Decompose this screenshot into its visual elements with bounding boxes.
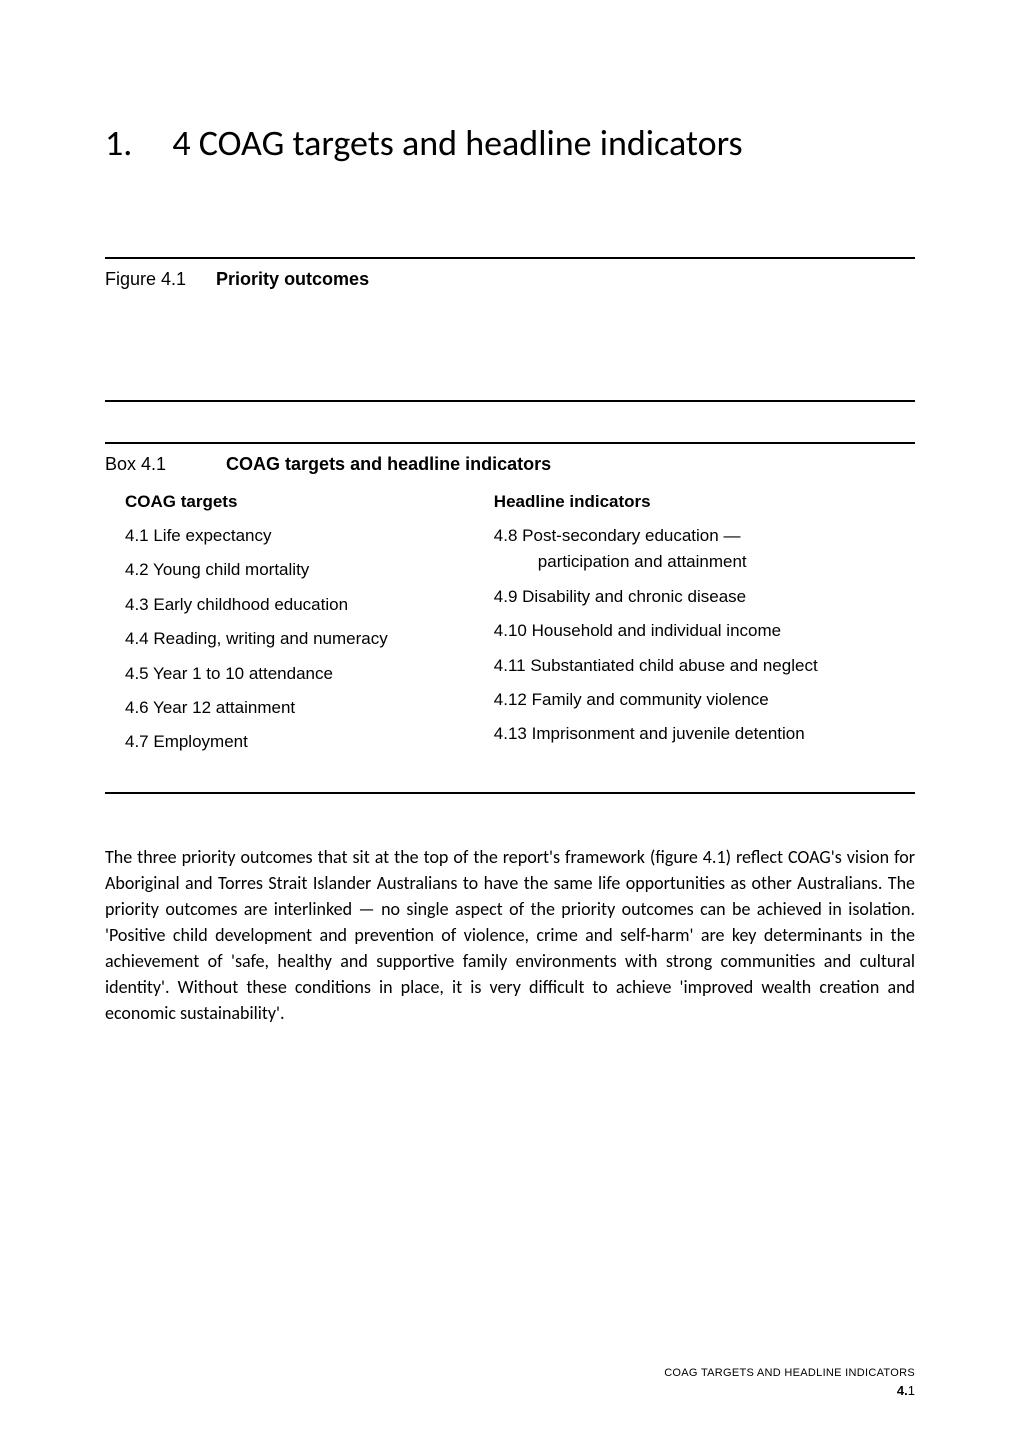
figure-caption: Figure 4.1 Priority outcomes <box>105 265 915 294</box>
chapter-title: 1. 4 COAG targets and headline indicator… <box>105 120 915 167</box>
list-item: 4.12 Family and community violence <box>494 687 905 713</box>
list-item: 4.11 Substantiated child abuse and negle… <box>494 653 905 679</box>
body-paragraph: The three priority outcomes that sit at … <box>105 844 915 1027</box>
box-caption: Box 4.1 COAG targets and headline indica… <box>105 450 915 489</box>
list-item: 4.5 Year 1 to 10 attendance <box>125 661 474 687</box>
footer-page-number: 4.1 <box>664 1383 915 1398</box>
box-right-column: Headline indicators 4.8 Post-secondary e… <box>494 489 915 764</box>
coag-targets-header: COAG targets <box>125 489 474 515</box>
list-item: 4.10 Household and individual income <box>494 618 905 644</box>
figure-body-placeholder <box>105 294 915 394</box>
list-item-subline: participation and attainment <box>494 549 905 575</box>
box-left-column: COAG targets 4.1 Life expectancy 4.2 You… <box>105 489 494 764</box>
chapter-number: 1. <box>105 120 132 167</box>
figure-title: Priority outcomes <box>216 269 369 290</box>
box-title: COAG targets and headline indicators <box>226 454 551 475</box>
footer-running-head: COAG TARGETS AND HEADLINE INDICATORS <box>664 1367 915 1379</box>
list-item: 4.13 Imprisonment and juvenile detention <box>494 721 905 747</box>
list-item: 4.6 Year 12 attainment <box>125 695 474 721</box>
box-columns: COAG targets 4.1 Life expectancy 4.2 You… <box>105 489 915 764</box>
list-item: 4.9 Disability and chronic disease <box>494 584 905 610</box>
list-item: 4.3 Early childhood education <box>125 592 474 618</box>
page-footer: COAG TARGETS AND HEADLINE INDICATORS 4.1 <box>664 1367 915 1398</box>
list-item: 4.2 Young child mortality <box>125 557 474 583</box>
box-block: Box 4.1 COAG targets and headline indica… <box>105 442 915 794</box>
list-item: 4.8 Post-secondary education — <box>494 523 905 549</box>
footer-page-prefix: 4. <box>897 1383 908 1398</box>
page-container: 1. 4 COAG targets and headline indicator… <box>0 0 1020 1106</box>
chapter-title-text: 4 COAG targets and headline indicators <box>172 120 742 167</box>
list-item: 4.4 Reading, writing and numeracy <box>125 626 474 652</box>
headline-indicators-header: Headline indicators <box>494 489 905 515</box>
footer-page-num: 1 <box>908 1383 915 1398</box>
figure-label: Figure 4.1 <box>105 269 186 290</box>
list-item: 4.1 Life expectancy <box>125 523 474 549</box>
list-item: 4.7 Employment <box>125 729 474 755</box>
box-label: Box 4.1 <box>105 454 166 475</box>
figure-block: Figure 4.1 Priority outcomes <box>105 257 915 402</box>
